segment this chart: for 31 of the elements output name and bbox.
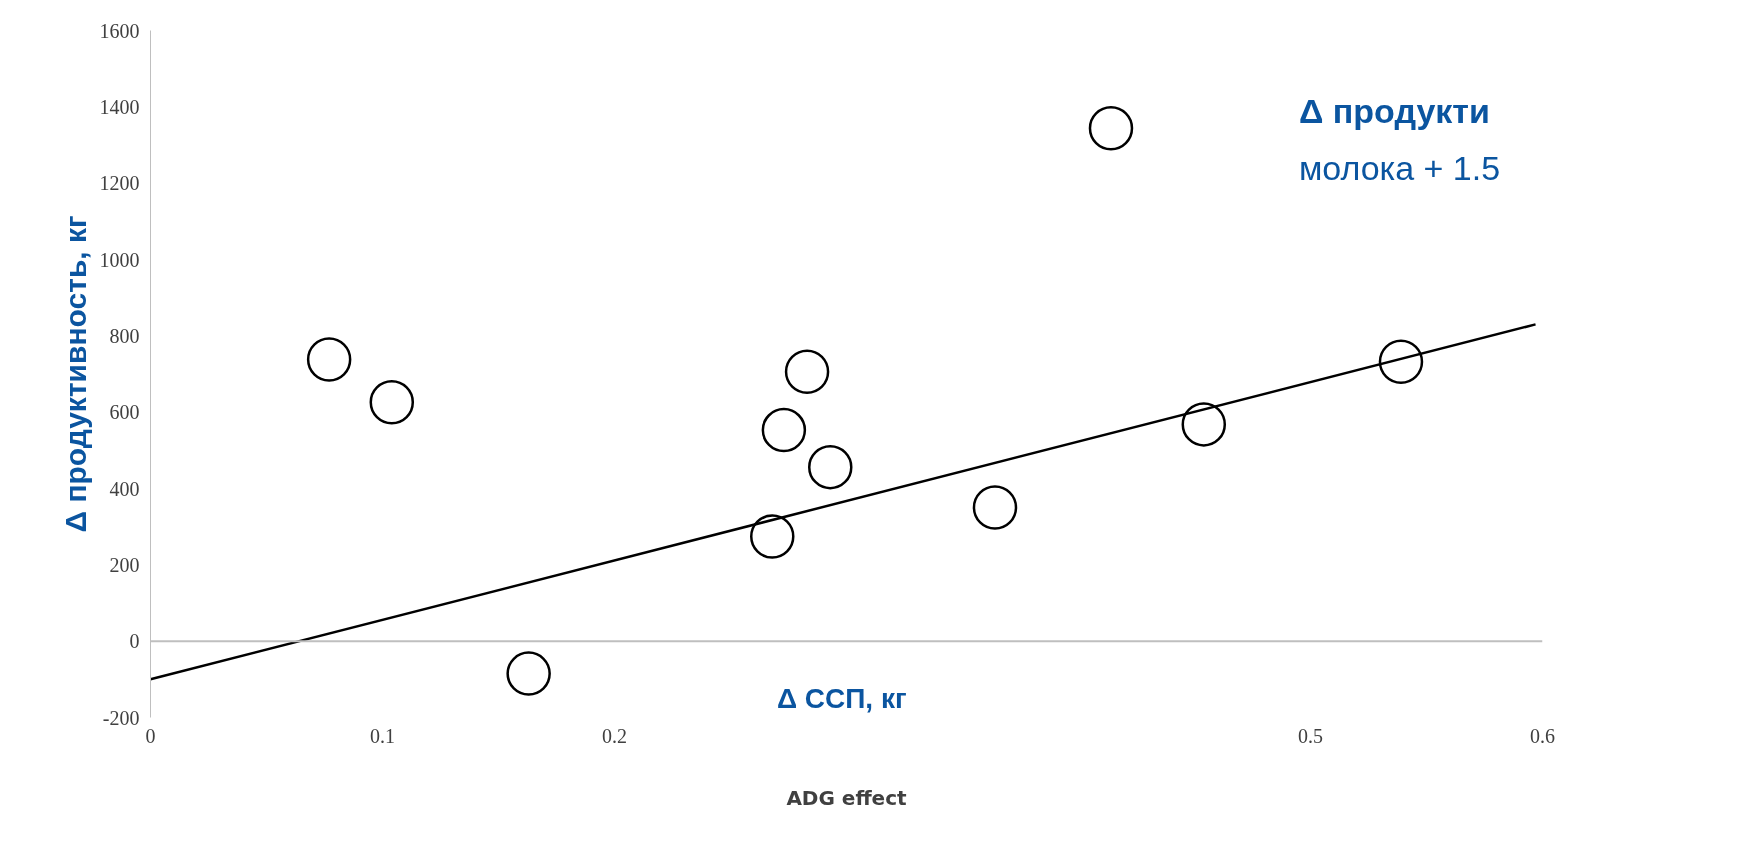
point (306, 337, 352, 382)
y-tick-label: 200 (109, 553, 140, 576)
x-tick-label: 0.1 (370, 724, 395, 747)
point (369, 380, 415, 425)
y-tick-label: 600 (109, 401, 140, 424)
y-tick-label: 1000 (99, 248, 140, 271)
y-tick-label: 1200 (99, 172, 140, 195)
annotation: молока + 1.5 (1298, 148, 1501, 187)
x-tick-label: 0.2 (602, 724, 627, 747)
point (1181, 402, 1227, 447)
point (1088, 106, 1134, 151)
x-axis-title: ADG effect (786, 785, 908, 810)
y-tick-label: 400 (109, 477, 140, 500)
point (808, 444, 853, 490)
annotation: Δ ССП, кг (776, 683, 907, 715)
x-tick-label: 0.5 (1298, 724, 1323, 747)
point (784, 349, 830, 394)
y-tick-label: 0 (129, 630, 140, 653)
x-tick-label: 0.6 (1530, 724, 1555, 747)
point (972, 485, 1018, 530)
point (506, 651, 551, 696)
y-tick-label: 800 (109, 324, 140, 347)
point (1378, 339, 1424, 384)
y-tick-label: 1600 (99, 19, 140, 42)
annotation: Δ продукти (1298, 91, 1490, 130)
y-tick-label: -200 (102, 706, 140, 729)
x-tick-label: 0 (145, 724, 156, 747)
point (761, 407, 807, 453)
y-tick-label: 1400 (99, 95, 140, 118)
point (750, 514, 795, 559)
y-axis-title: Δ продуктивность, кг (58, 215, 92, 533)
